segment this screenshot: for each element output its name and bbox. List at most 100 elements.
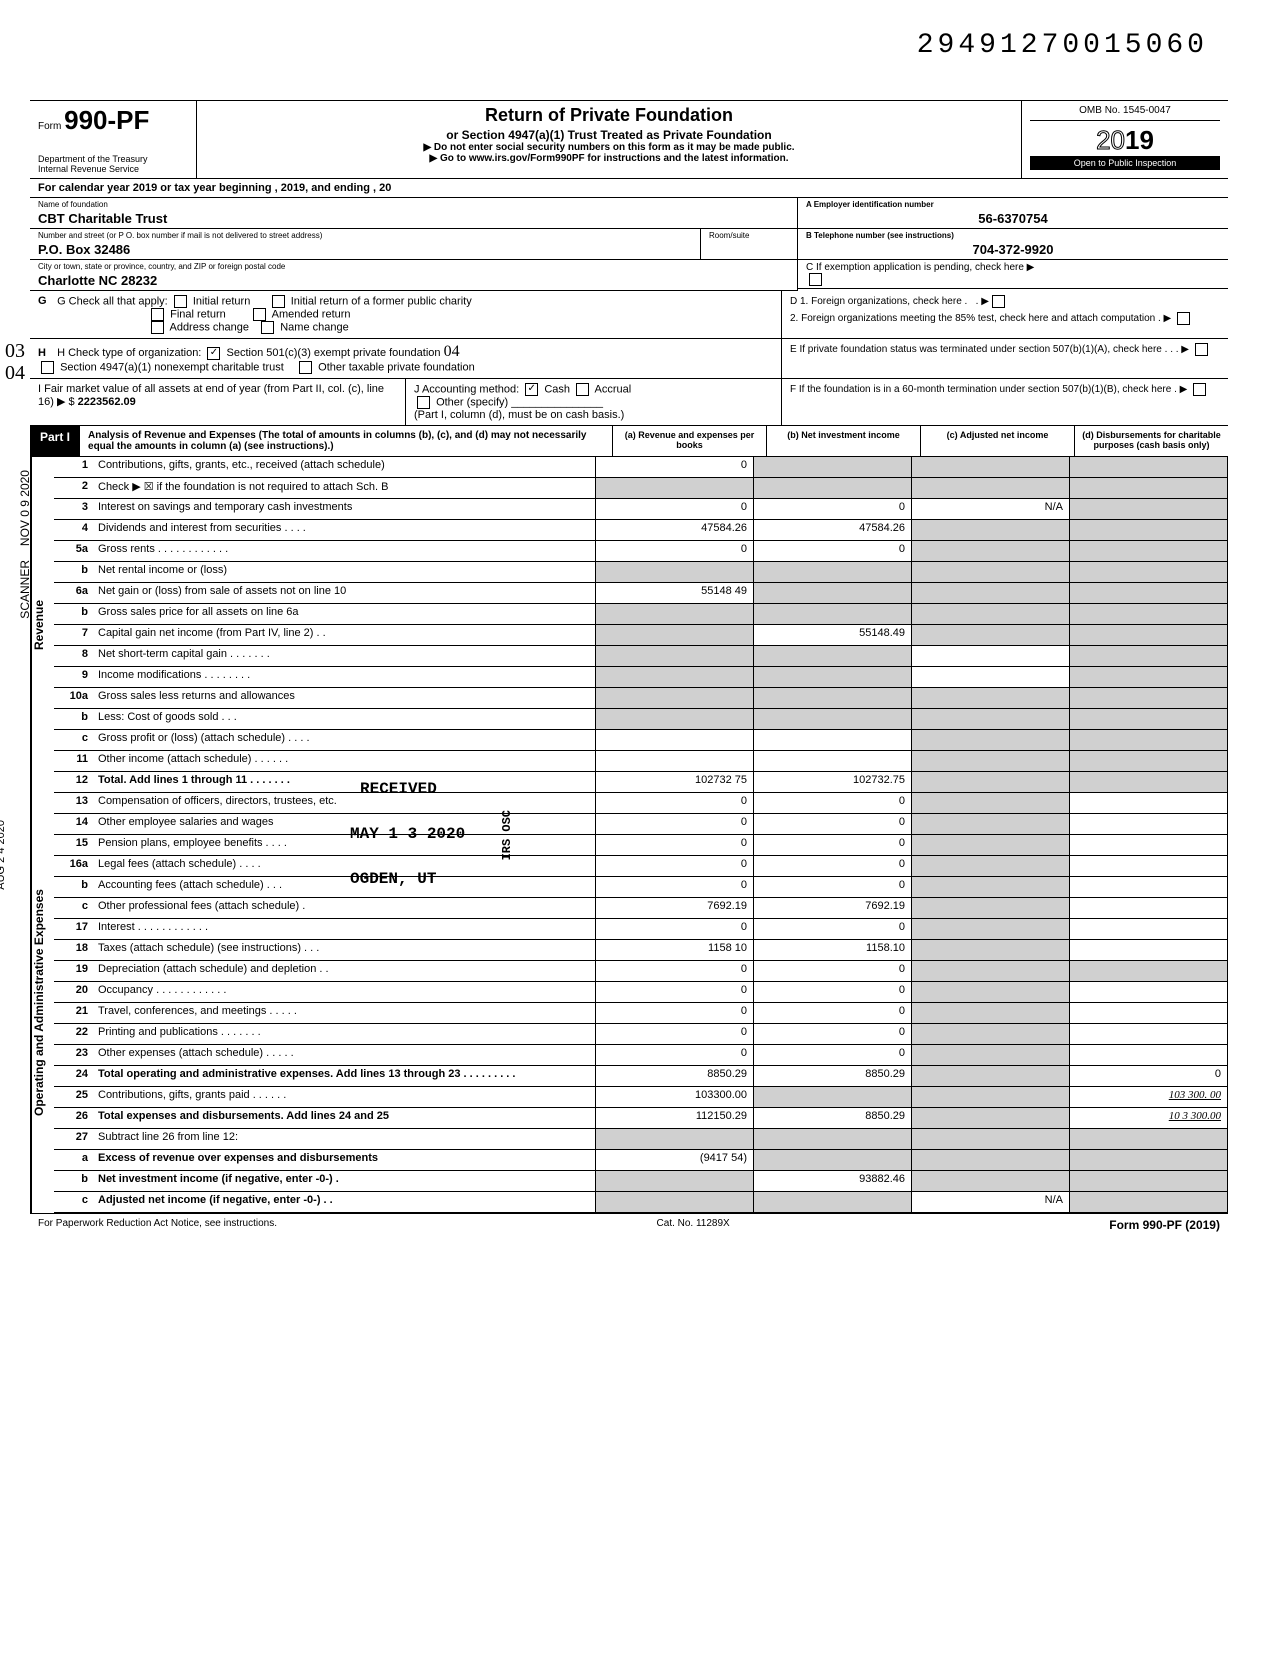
cell-c [911, 919, 1069, 939]
h-other-taxable[interactable] [299, 361, 312, 374]
row-label: Travel, conferences, and meetings . . . … [94, 1003, 595, 1023]
table-row: 9Income modifications . . . . . . . . [54, 667, 1227, 688]
omb-number: OMB No. 1545-0047 [1030, 105, 1220, 121]
row-number: 19 [54, 961, 94, 981]
row-number: 27 [54, 1129, 94, 1149]
cell-b [753, 709, 911, 729]
j-accrual[interactable] [576, 383, 589, 396]
cell-c: N/A [911, 499, 1069, 519]
g-address-change[interactable] [151, 321, 164, 334]
row-number: b [54, 1171, 94, 1191]
table-row: 24Total operating and administrative exp… [54, 1066, 1227, 1087]
row-number: 2 [54, 478, 94, 498]
table-row: 17Interest . . . . . . . . . . . .00 [54, 919, 1227, 940]
open-inspection: Open to Public Inspection [1030, 156, 1220, 170]
row-label: Net short-term capital gain . . . . . . … [94, 646, 595, 666]
row-label: Check ▶ ☒ if the foundation is not requi… [94, 478, 595, 498]
cell-b: 8850.29 [753, 1066, 911, 1086]
cell-c [911, 1171, 1069, 1191]
cell-d [1069, 1003, 1227, 1023]
row-number: b [54, 604, 94, 624]
f-checkbox[interactable] [1193, 383, 1206, 396]
cell-b [753, 562, 911, 582]
row-number: 14 [54, 814, 94, 834]
table-row: cOther professional fees (attach schedul… [54, 898, 1227, 919]
phone-value: 704-372-9920 [806, 242, 1220, 257]
cell-d [1069, 583, 1227, 603]
g-name-change[interactable] [261, 321, 274, 334]
row-label: Other expenses (attach schedule) . . . .… [94, 1045, 595, 1065]
cell-a [595, 709, 753, 729]
row-label: Taxes (attach schedule) (see instruction… [94, 940, 595, 960]
cell-b: 0 [753, 499, 911, 519]
row-label: Less: Cost of goods sold . . . [94, 709, 595, 729]
cell-a [595, 688, 753, 708]
cell-a [595, 646, 753, 666]
row-number: 17 [54, 919, 94, 939]
cell-a: 0 [595, 1045, 753, 1065]
cell-a [595, 1192, 753, 1212]
cell-b: 102732.75 [753, 772, 911, 792]
g-o1: Initial return [193, 295, 250, 307]
g-former-charity[interactable] [272, 295, 285, 308]
table-row: 10aGross sales less returns and allowanc… [54, 688, 1227, 709]
cell-a [595, 1129, 753, 1149]
j-other[interactable] [417, 396, 430, 409]
row-number: c [54, 1192, 94, 1212]
cell-d [1069, 604, 1227, 624]
g-o4: Amended return [272, 308, 351, 320]
cell-d [1069, 688, 1227, 708]
c-checkbox[interactable] [809, 273, 822, 286]
cell-c [911, 1066, 1069, 1086]
instr-ssn: ▶ Do not enter social security numbers o… [205, 142, 1013, 153]
h-e-row: H H Check type of organization: Section … [30, 339, 1228, 379]
cell-b [753, 583, 911, 603]
row-label: Total. Add lines 1 through 11 . . . . . … [94, 772, 595, 792]
cell-c [911, 562, 1069, 582]
cell-c [911, 1024, 1069, 1044]
footer-right: Form 990-PF (2019) [1109, 1218, 1220, 1232]
row-number: 11 [54, 751, 94, 771]
g-final-return[interactable] [151, 308, 164, 321]
d1-checkbox[interactable] [992, 295, 1005, 308]
cell-d [1069, 982, 1227, 1002]
e-checkbox[interactable] [1195, 343, 1208, 356]
cell-b: 47584.26 [753, 520, 911, 540]
year-century: 20 [1096, 125, 1125, 155]
g-amended[interactable] [253, 308, 266, 321]
addr-label: Number and street (or P O. box number if… [38, 231, 692, 240]
j-cash[interactable] [525, 383, 538, 396]
cell-c [911, 856, 1069, 876]
cell-b [753, 478, 911, 498]
street-address: P.O. Box 32486 [38, 242, 692, 257]
h-501c3[interactable] [207, 347, 220, 360]
row-number: 1 [54, 457, 94, 477]
d2-checkbox[interactable] [1177, 312, 1190, 325]
cell-a [595, 562, 753, 582]
cell-a: 0 [595, 919, 753, 939]
cell-d [1069, 1129, 1227, 1149]
cell-b [753, 688, 911, 708]
cell-d [1069, 646, 1227, 666]
table-row: bNet rental income or (loss) [54, 562, 1227, 583]
d2-85-test: 2. Foreign organizations meeting the 85%… [790, 312, 1220, 325]
h-4947a1[interactable] [41, 361, 54, 374]
cell-c [911, 751, 1069, 771]
entity-block: Name of foundation CBT Charitable Trust … [30, 198, 1228, 291]
cell-c [911, 457, 1069, 477]
cell-a: 0 [595, 457, 753, 477]
cell-c [911, 583, 1069, 603]
part1-header: Part I Analysis of Revenue and Expenses … [30, 426, 1228, 457]
row-label: Total expenses and disbursements. Add li… [94, 1108, 595, 1128]
cell-b: 1158.10 [753, 940, 911, 960]
cell-b: 0 [753, 919, 911, 939]
row-label: Capital gain net income (from Part IV, l… [94, 625, 595, 645]
cell-a: 103300.00 [595, 1087, 753, 1107]
cell-d [1069, 877, 1227, 897]
table-row: 5aGross rents . . . . . . . . . . . .00 [54, 541, 1227, 562]
table-row: 22Printing and publications . . . . . . … [54, 1024, 1227, 1045]
cell-b: 0 [753, 982, 911, 1002]
g-d-row: G G Check all that apply: Initial return… [30, 291, 1228, 339]
g-initial-return[interactable] [174, 295, 187, 308]
cell-d [1069, 1150, 1227, 1170]
